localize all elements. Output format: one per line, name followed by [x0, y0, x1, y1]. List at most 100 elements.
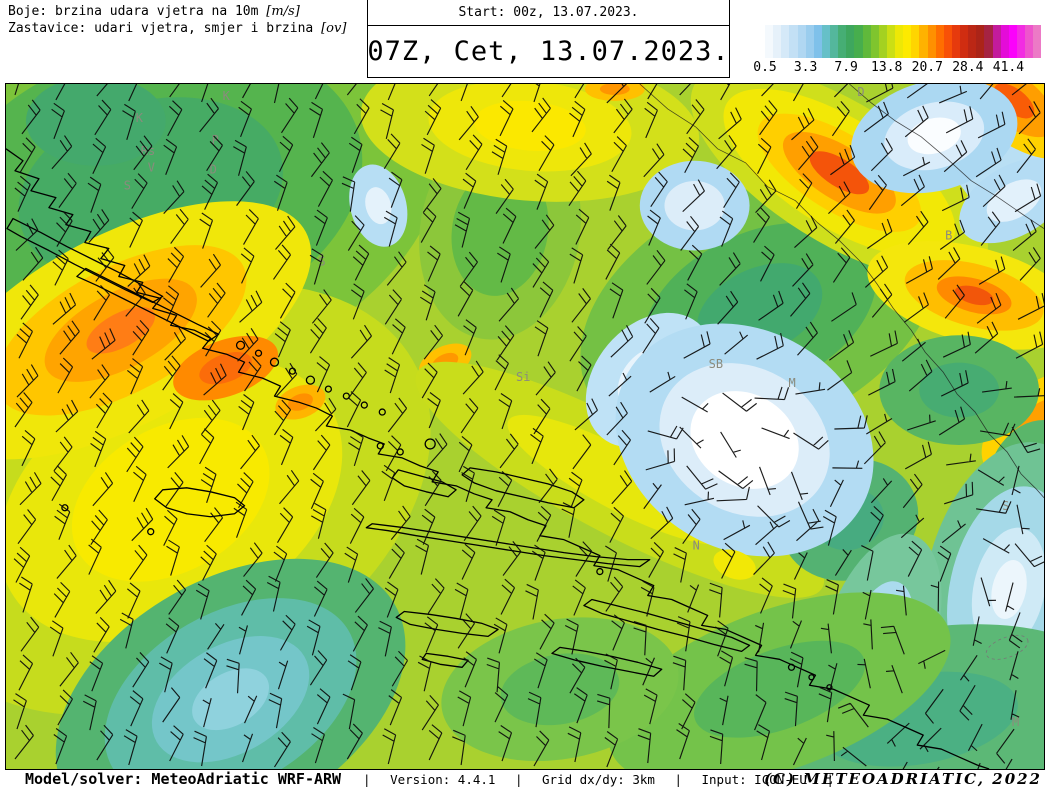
legend-color-step: [870, 25, 879, 58]
city-label: Si: [516, 370, 530, 384]
contour-blob: [713, 549, 756, 580]
legend-tick-label: 41.4: [992, 60, 1025, 75]
city-label: S: [124, 179, 131, 193]
copyright-label: (C) METEOADRIATIC, 2022: [763, 770, 1042, 788]
wind-barbs: [13, 84, 1044, 769]
grid-label: Grid dx/dy: 3km: [542, 772, 655, 787]
legend-color-step: [878, 25, 887, 58]
contour-blob: [365, 187, 392, 225]
input-label: Input: ICON-EU: [701, 772, 807, 787]
legend-color-step: [886, 25, 895, 58]
city-label: M: [788, 376, 795, 390]
island-korcula: [395, 610, 499, 638]
contour-blob: [690, 391, 799, 489]
flags-annotation-label: Zastavice: udari vjetra, smjer i brzina: [8, 21, 322, 36]
contour-blob: [86, 307, 156, 354]
colors-annotation-label: Boje: brzina udara vjetra na 10m: [8, 4, 267, 19]
island-lastovo: [421, 652, 469, 668]
contour-blob: [809, 151, 870, 195]
model-solver-label: Model/solver: MeteoAdriatic WRF-ARW: [25, 770, 342, 788]
city-label: N: [693, 539, 700, 553]
contour-blob: [664, 180, 725, 231]
island-vis: [154, 487, 246, 518]
colors-annotation: Boje: brzina udara vjetra na 10m [m/s]: [8, 3, 346, 20]
separator: |: [674, 772, 682, 787]
legend-color-step: [984, 25, 993, 58]
legend-color-step: [862, 25, 871, 58]
island-solta: [391, 469, 457, 498]
legend-color-step: [781, 25, 790, 58]
wind-barb-layer: [13, 84, 1044, 769]
map-legend-annotations: Boje: brzina udara vjetra na 10m [m/s] Z…: [8, 3, 346, 37]
legend-color-step: [854, 25, 863, 58]
separator: |: [514, 772, 523, 787]
legend-tick-label: 28.4: [952, 60, 984, 75]
legend-color-step: [927, 25, 936, 58]
colors-annotation-unit: [m/s]: [266, 4, 300, 19]
city-label: K: [223, 89, 231, 103]
legend-color-step: [1016, 25, 1025, 58]
legend-color-step: [943, 25, 952, 58]
legend-color-step: [976, 25, 985, 58]
separator: |: [363, 772, 371, 787]
color-scale-labels: 0.5 3.3 7.9 13.8 20.7 28.4 41.4: [753, 60, 1041, 76]
coastline-mainland: [6, 148, 990, 769]
legend-tick-label: 7.9: [834, 60, 858, 75]
contour-blob: [192, 668, 270, 731]
city-label: P: [212, 133, 219, 147]
legend-tick-label: 0.5: [753, 60, 777, 75]
map-frame: K K Rs V P D S Š D B SB M Si N S M: [5, 83, 1045, 770]
island-mljet: [551, 646, 663, 677]
legend-color-step: [838, 25, 847, 58]
contour-blob: [25, 84, 166, 166]
legend-color-step: [919, 25, 928, 58]
city-label: D: [210, 163, 217, 177]
city-label: V: [148, 161, 155, 175]
separator: |: [826, 772, 834, 787]
legend-color-step: [951, 25, 960, 58]
contour-blob: [919, 362, 1000, 418]
legend-color-step: [821, 25, 830, 58]
legend-color-step: [960, 25, 969, 58]
legend-color-step: [789, 25, 798, 58]
version-label: Version: 4.4.1: [390, 772, 496, 787]
contour-blob: [500, 653, 620, 726]
bay-outline-dashed: [985, 634, 1029, 660]
small-islands: [61, 340, 833, 691]
city-label: M: [1012, 715, 1019, 729]
legend-color-step: [773, 25, 782, 58]
flags-annotation-unit: [ov]: [321, 21, 347, 36]
legend-color-step: [797, 25, 806, 58]
legend-color-step: [903, 25, 912, 58]
contour-blob: [694, 640, 866, 738]
city-label: Š: [318, 253, 325, 268]
legend-tick-label: 20.7: [911, 60, 943, 75]
city-label: D: [857, 85, 864, 99]
city-label: SB: [709, 357, 723, 371]
valid-time-title: 07Z, Cet, 13.07.2023.: [367, 35, 730, 67]
legend-color-step: [1008, 25, 1017, 58]
color-scale-bar: [765, 25, 1042, 58]
title-box: Start: 00z, 13.07.2023. 07Z, Cet, 13.07.…: [367, 0, 730, 78]
flags-annotation: Zastavice: udari vjetra, smjer i brzina …: [8, 20, 346, 37]
legend-color-step: [1025, 25, 1034, 58]
city-label: B: [945, 229, 952, 243]
run-start-label: Start: 00z, 13.07.2023.: [368, 0, 729, 26]
legend-color-step: [1000, 25, 1009, 58]
peninsula-peljesac: [583, 598, 751, 652]
contour-blob: [991, 560, 1027, 619]
contour-blob: [599, 84, 630, 95]
contour-blob: [993, 84, 1035, 119]
footer-bar: Model/solver: MeteoAdriatic WRF-ARW | Ve…: [0, 770, 1050, 788]
run-config-labels: | Version: 4.4.1 | Grid dx/dy: 3km | Inp…: [357, 772, 840, 787]
city-label: K: [136, 111, 144, 125]
legend-color-step: [846, 25, 855, 58]
legend-color-step: [813, 25, 822, 58]
legend-color-step: [1033, 25, 1042, 58]
island-ugljan-pasman: [76, 267, 220, 342]
legend-color-step: [992, 25, 1001, 58]
legend-color-step: [765, 25, 774, 58]
